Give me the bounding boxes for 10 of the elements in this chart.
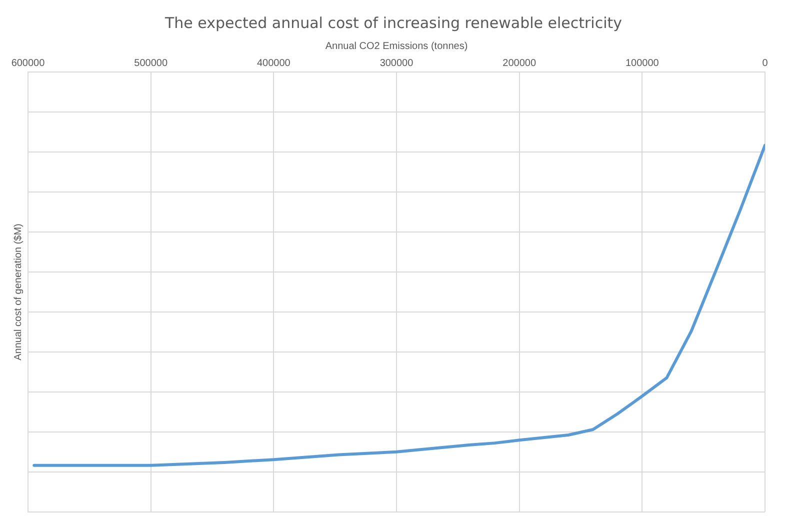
x-tick-label: 600000	[11, 58, 46, 69]
x-tick-label: 400000	[256, 58, 291, 69]
x-tick-label: 200000	[502, 58, 536, 69]
x-tick-label: 0	[762, 58, 768, 69]
x-axis-title: Annual CO2 Emissions (tonnes)	[325, 40, 468, 52]
x-tick-label: 100000	[625, 58, 660, 69]
chart-title: The expected annual cost of increasing renewable electricity	[164, 14, 624, 32]
y-axis-title: Annual cost of generation ($M)	[12, 224, 24, 360]
x-tick-label: 300000	[380, 58, 414, 69]
x-tick-label: 500000	[134, 58, 168, 69]
